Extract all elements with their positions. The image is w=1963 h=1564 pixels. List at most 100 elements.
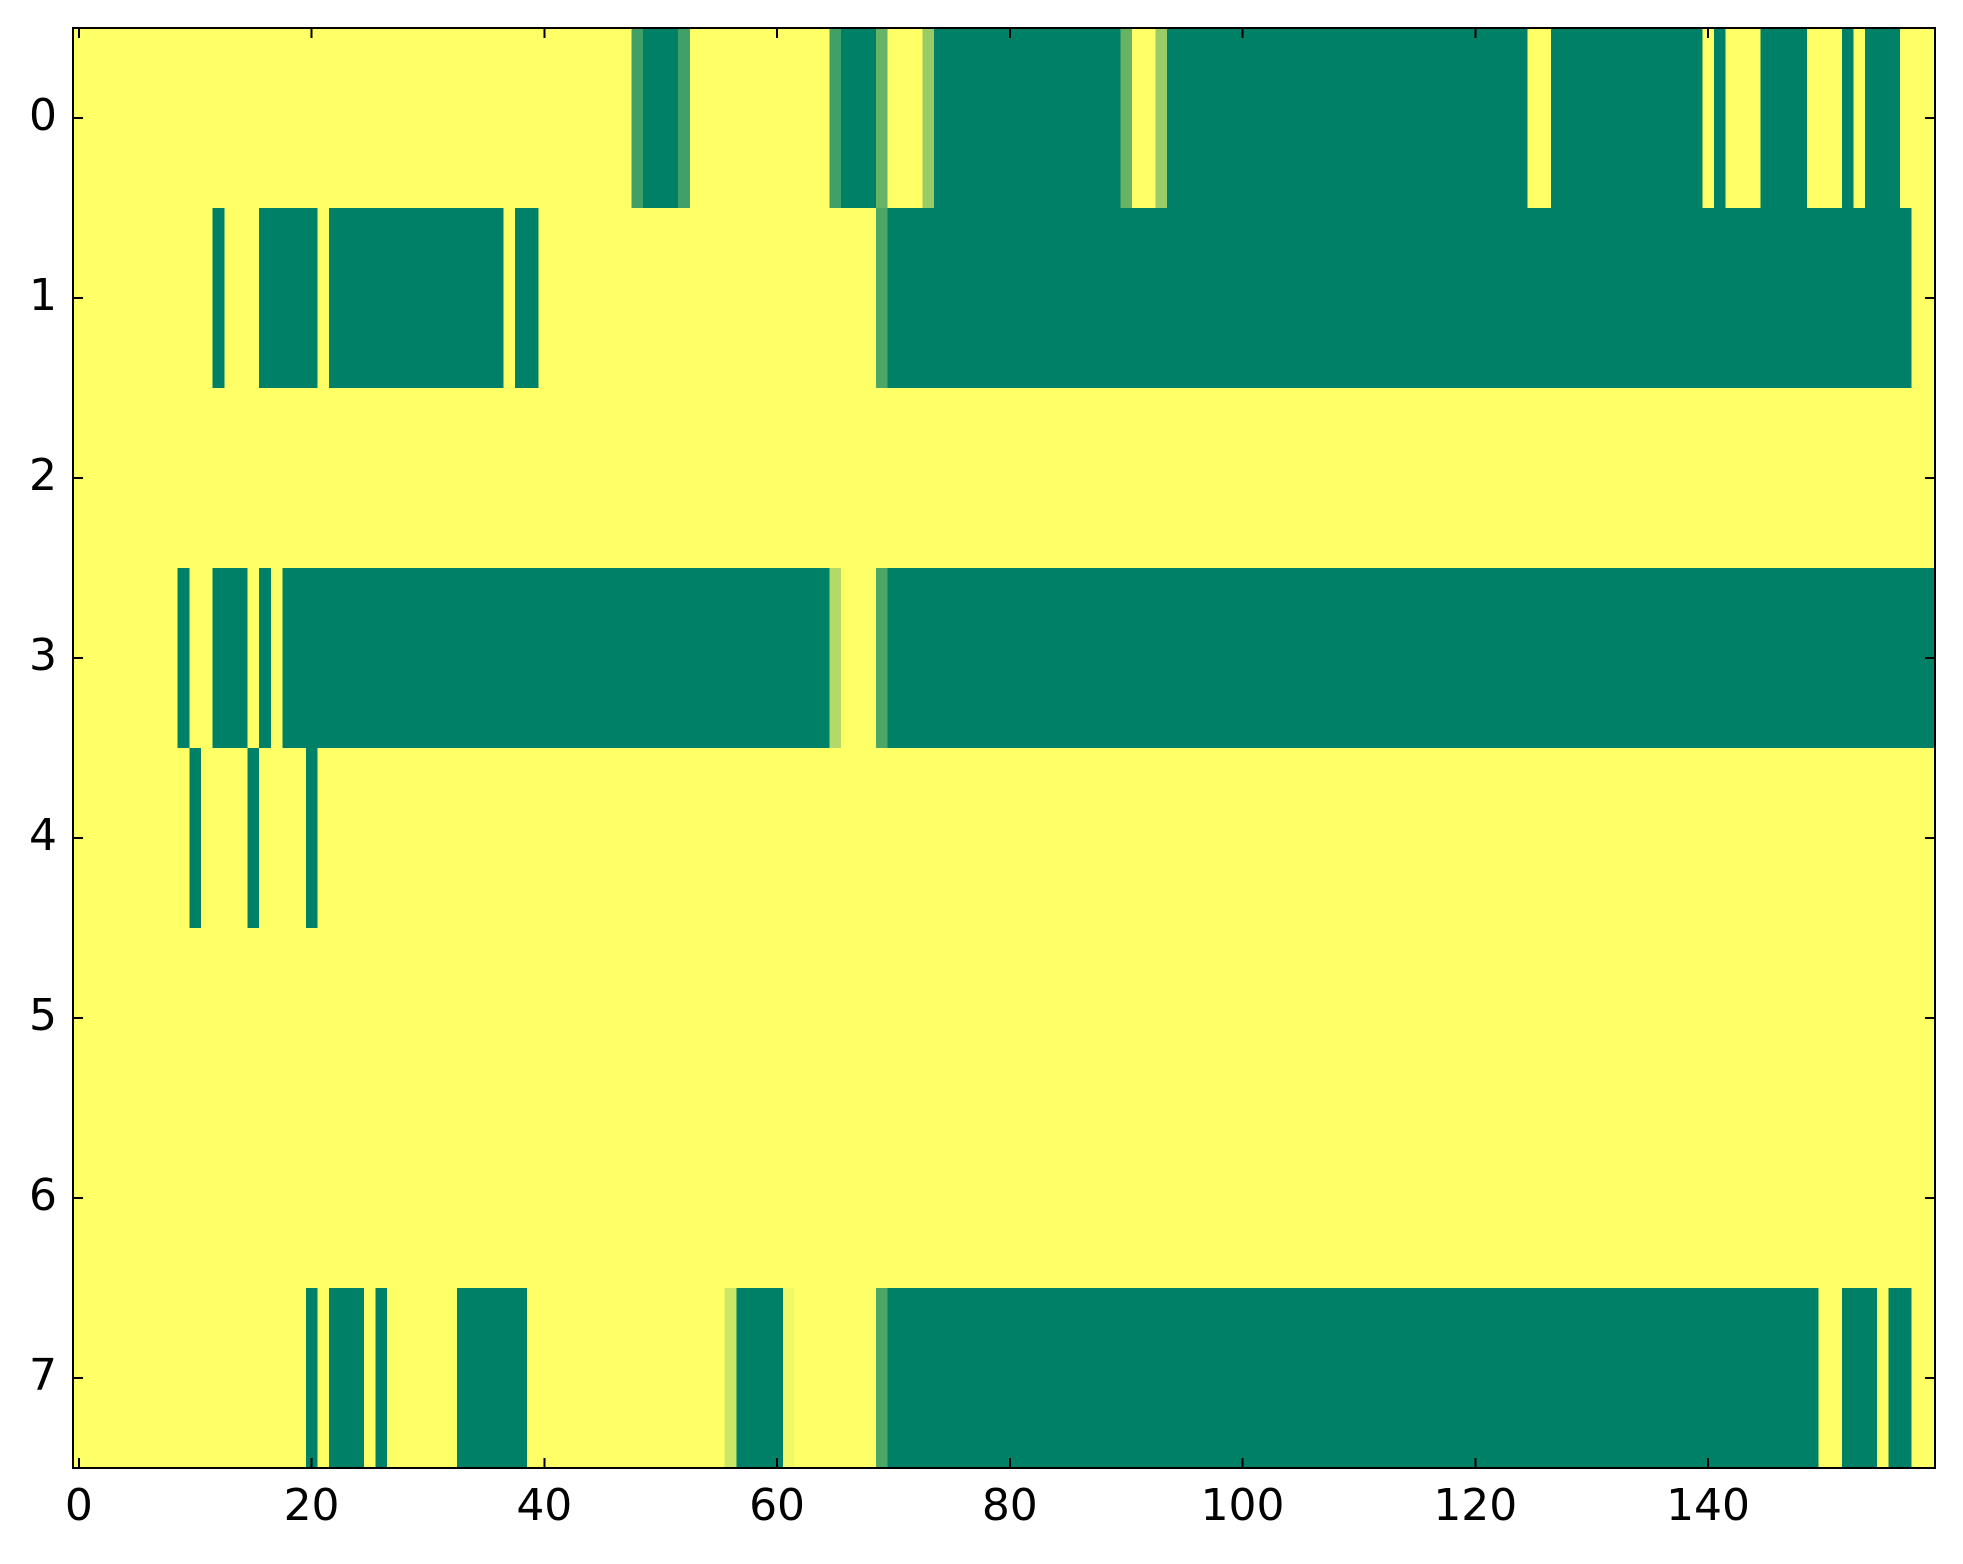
heatmap-cell <box>806 208 819 389</box>
heatmap-cell <box>1853 1288 1866 1469</box>
heatmap-cell <box>573 208 586 389</box>
heatmap-cell <box>1632 388 1645 569</box>
heatmap-cell <box>608 1288 621 1469</box>
heatmap-cell <box>1748 1288 1762 1469</box>
heatmap-cell <box>119 1288 132 1469</box>
heatmap-cell <box>1248 568 1261 749</box>
heatmap-cell <box>1516 1288 1529 1469</box>
heatmap-cell <box>1178 1288 1191 1469</box>
y-tick-label: 6 <box>29 1170 57 1221</box>
heatmap-cell <box>1469 1288 1482 1469</box>
heatmap-cell <box>1108 28 1121 209</box>
heatmap-cell <box>1446 388 1459 569</box>
heatmap-cell <box>1737 748 1750 929</box>
heatmap-cell <box>1667 748 1680 929</box>
heatmap-cell <box>1900 928 1913 1109</box>
heatmap-cell <box>329 1108 342 1289</box>
heatmap-cell <box>701 1108 714 1289</box>
heatmap-cell <box>503 928 516 1109</box>
heatmap-cell <box>212 1288 225 1469</box>
heatmap-cell <box>1411 748 1424 929</box>
heatmap-cell <box>1632 1108 1645 1289</box>
heatmap-cell <box>1004 208 1017 389</box>
heatmap-cell <box>957 928 970 1109</box>
heatmap-cell <box>1806 1108 1820 1289</box>
heatmap-cell <box>212 1108 225 1289</box>
heatmap-cell <box>1376 748 1389 929</box>
heatmap-cell <box>1143 1288 1156 1469</box>
heatmap-cell <box>1527 748 1540 929</box>
heatmap-cell <box>1888 928 1901 1109</box>
heatmap-cell <box>1830 28 1843 209</box>
heatmap-cell <box>212 28 225 209</box>
heatmap-cell <box>1190 568 1203 749</box>
heatmap-cell <box>829 1108 842 1289</box>
heatmap-cell <box>457 388 470 569</box>
heatmap-cell <box>1329 568 1343 749</box>
heatmap-cell <box>1539 928 1552 1109</box>
heatmap-cell <box>340 1108 353 1289</box>
heatmap-cell <box>352 748 365 929</box>
heatmap-cell <box>724 1288 737 1469</box>
heatmap-cell <box>1597 928 1610 1109</box>
heatmap-cell <box>1818 208 1831 389</box>
heatmap-cell <box>294 1108 307 1289</box>
heatmap-cell <box>340 388 353 569</box>
heatmap-cell <box>1888 28 1901 209</box>
heatmap-cell <box>922 28 935 209</box>
heatmap-cell <box>585 748 598 929</box>
heatmap-cell <box>1329 208 1343 389</box>
heatmap-cell <box>1853 568 1866 749</box>
heatmap-cell <box>166 1108 179 1289</box>
heatmap-cell <box>759 748 772 929</box>
heatmap-cell <box>154 28 167 209</box>
heatmap-cell <box>317 1288 330 1469</box>
heatmap-cell <box>270 28 284 209</box>
heatmap-cell <box>445 568 458 749</box>
heatmap-cell <box>387 748 400 929</box>
heatmap-cell <box>1155 28 1168 209</box>
heatmap-cell <box>457 928 470 1109</box>
heatmap-cell <box>747 1288 761 1469</box>
heatmap-cell <box>538 928 551 1109</box>
heatmap-cell <box>1341 1108 1354 1289</box>
heatmap-cell <box>654 208 668 389</box>
heatmap-cell <box>1585 1288 1599 1469</box>
heatmap-cell <box>1841 28 1855 209</box>
heatmap-cell <box>736 1288 749 1469</box>
heatmap-cell <box>1783 28 1796 209</box>
heatmap-cell <box>1341 748 1354 929</box>
x-tick-label: 40 <box>516 1480 572 1531</box>
heatmap-cell <box>1050 748 1063 929</box>
heatmap-cell <box>573 748 586 929</box>
heatmap-cell <box>1841 568 1855 749</box>
heatmap-cell <box>864 928 877 1109</box>
heatmap-cell <box>1411 208 1424 389</box>
heatmap-cell <box>282 1108 295 1289</box>
heatmap-cell <box>235 208 249 389</box>
heatmap-cell <box>1748 388 1762 569</box>
heatmap-cell <box>422 1108 435 1289</box>
heatmap-cell <box>1376 208 1389 389</box>
heatmap-cell <box>1830 928 1843 1109</box>
heatmap-cell <box>1132 928 1145 1109</box>
heatmap-cell <box>841 748 854 929</box>
heatmap-cell <box>107 1288 121 1469</box>
heatmap-cell <box>1481 28 1494 209</box>
heatmap-cell <box>1830 748 1843 929</box>
heatmap-cell <box>992 568 1005 749</box>
heatmap-cell <box>433 208 446 389</box>
heatmap-cell <box>1388 1288 1401 1469</box>
heatmap-cell <box>1283 1108 1296 1289</box>
heatmap-cell <box>131 208 144 389</box>
heatmap-cell <box>969 928 982 1109</box>
heatmap-cell <box>305 748 318 929</box>
heatmap-cell <box>1027 1288 1040 1469</box>
heatmap-cell <box>573 1108 586 1289</box>
heatmap-cell <box>1038 28 1052 209</box>
heatmap-cell <box>910 748 924 929</box>
heatmap-cell <box>1073 388 1087 569</box>
heatmap-cell <box>235 28 249 209</box>
heatmap-cell <box>1201 568 1215 749</box>
